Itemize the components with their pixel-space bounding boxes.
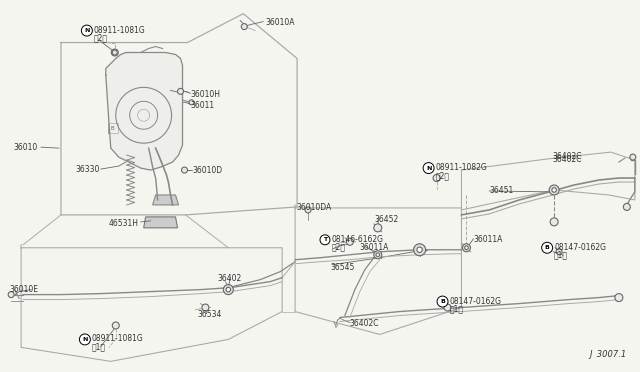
- Circle shape: [305, 207, 311, 213]
- Text: 36011A: 36011A: [360, 243, 389, 252]
- Circle shape: [182, 167, 188, 173]
- Circle shape: [423, 163, 434, 174]
- Text: 08147-0162G: 08147-0162G: [449, 296, 502, 305]
- Text: B: B: [545, 245, 550, 250]
- Circle shape: [202, 304, 209, 311]
- Text: 36402C: 36402C: [552, 152, 582, 161]
- Text: 36011: 36011: [191, 101, 214, 110]
- Text: N: N: [84, 28, 90, 33]
- Text: B: B: [111, 126, 115, 131]
- Text: 36010: 36010: [13, 143, 37, 152]
- Circle shape: [556, 249, 562, 255]
- Text: 08147-0162G: 08147-0162G: [554, 243, 606, 252]
- Text: （2）: （2）: [436, 171, 449, 180]
- Text: 36534: 36534: [198, 310, 222, 318]
- Circle shape: [8, 292, 14, 298]
- Circle shape: [81, 25, 92, 36]
- Circle shape: [444, 304, 451, 311]
- Circle shape: [465, 246, 468, 250]
- Circle shape: [417, 247, 422, 253]
- Text: N: N: [426, 166, 431, 171]
- Text: 36402C: 36402C: [350, 320, 380, 328]
- Text: 36402C: 36402C: [552, 155, 582, 164]
- Circle shape: [623, 203, 630, 211]
- Polygon shape: [106, 52, 182, 170]
- Circle shape: [241, 23, 247, 30]
- Circle shape: [112, 50, 117, 55]
- Text: T: T: [323, 237, 327, 242]
- Text: 36545: 36545: [330, 263, 355, 272]
- Text: 36330: 36330: [75, 165, 99, 174]
- Text: （2）: （2）: [332, 243, 346, 252]
- Text: 08911-1081G: 08911-1081G: [92, 334, 143, 343]
- Text: J  3007.1: J 3007.1: [589, 350, 627, 359]
- Text: 36451: 36451: [490, 186, 514, 195]
- Text: 36010A: 36010A: [265, 17, 294, 27]
- Circle shape: [112, 322, 119, 329]
- Text: N: N: [82, 337, 88, 342]
- Circle shape: [463, 244, 470, 252]
- Circle shape: [189, 100, 194, 105]
- Circle shape: [79, 334, 90, 345]
- Circle shape: [615, 294, 623, 302]
- Circle shape: [374, 224, 382, 232]
- Text: （2）: （2）: [94, 33, 108, 42]
- Circle shape: [226, 288, 230, 292]
- Text: 36402: 36402: [218, 274, 242, 283]
- Text: （1）: （1）: [554, 251, 568, 260]
- Circle shape: [111, 49, 118, 56]
- Circle shape: [413, 244, 426, 256]
- Circle shape: [223, 285, 234, 295]
- Circle shape: [437, 296, 448, 307]
- Text: B: B: [440, 299, 445, 304]
- Circle shape: [320, 235, 330, 245]
- Circle shape: [376, 253, 380, 257]
- Circle shape: [549, 185, 559, 195]
- Text: 08911-1082G: 08911-1082G: [436, 163, 487, 172]
- Circle shape: [374, 251, 382, 259]
- Circle shape: [346, 238, 353, 245]
- Text: 46531H: 46531H: [109, 219, 139, 228]
- Text: （1）: （1）: [92, 342, 106, 352]
- Text: 36452: 36452: [375, 215, 399, 224]
- Polygon shape: [152, 195, 179, 205]
- Text: 36011A: 36011A: [474, 235, 503, 244]
- Circle shape: [177, 89, 184, 94]
- Text: 36010DA: 36010DA: [296, 203, 332, 212]
- Text: 08911-1081G: 08911-1081G: [94, 26, 145, 35]
- Text: 08146-6162G: 08146-6162G: [332, 235, 384, 244]
- Circle shape: [433, 174, 440, 182]
- Text: （1）: （1）: [449, 305, 463, 314]
- Circle shape: [630, 154, 636, 160]
- Circle shape: [541, 242, 552, 253]
- Text: 36010H: 36010H: [191, 90, 221, 99]
- Circle shape: [552, 188, 556, 192]
- Circle shape: [550, 218, 558, 226]
- Polygon shape: [143, 217, 177, 228]
- Text: 36010D: 36010D: [193, 166, 223, 175]
- Text: 36010E: 36010E: [9, 285, 38, 294]
